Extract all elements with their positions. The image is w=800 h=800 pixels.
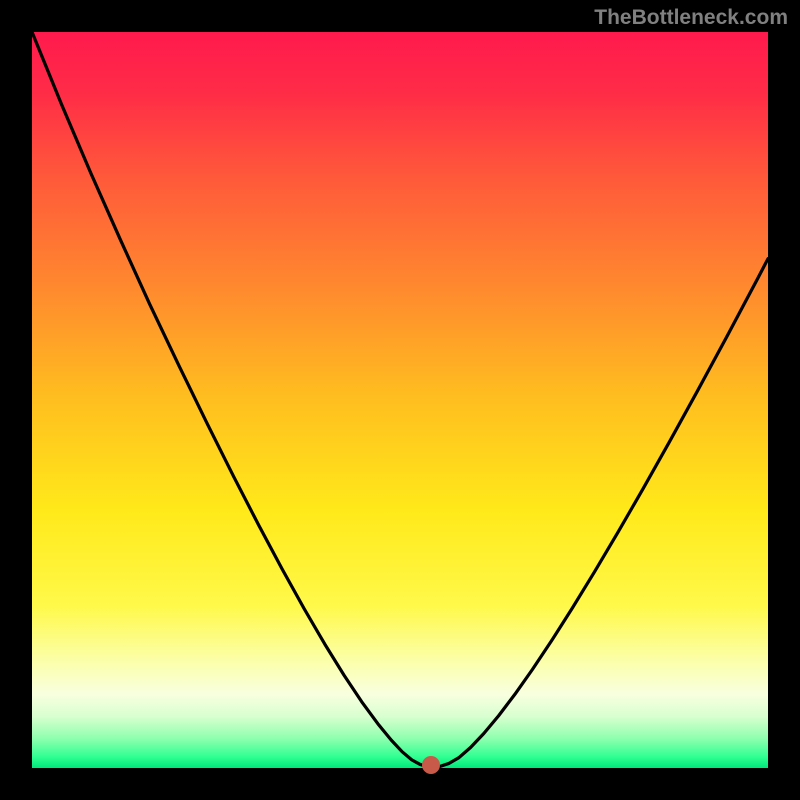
plot-area (32, 32, 768, 768)
chart-container: TheBottleneck.com (0, 0, 800, 800)
watermark-text: TheBottleneck.com (594, 6, 788, 30)
v-curve (32, 32, 768, 768)
minimum-marker (422, 756, 440, 774)
